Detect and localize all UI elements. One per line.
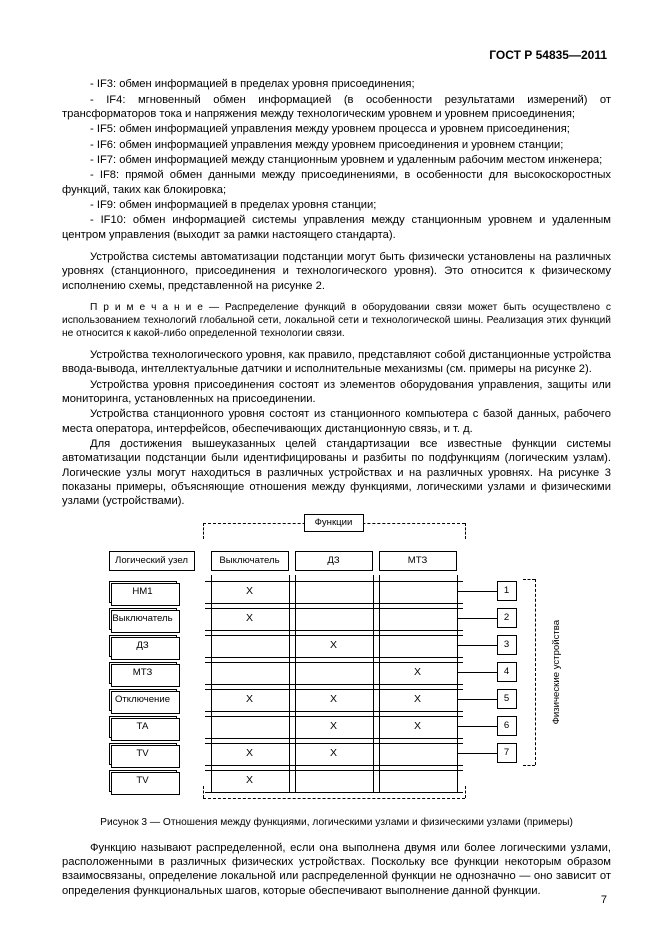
page-number: 7 <box>601 893 607 907</box>
mark-x: X <box>243 772 257 790</box>
mark-x: X <box>327 745 341 763</box>
note-prefix: П р и м е ч а н и е <box>90 302 203 313</box>
row-label: Отключение <box>109 689 177 711</box>
doc-header: ГОСТ Р 54835—2011 <box>62 48 611 63</box>
device-box: 1 <box>497 581 517 601</box>
mark-x: X <box>243 745 257 763</box>
bullet-item: - IF7: обмен информацией между станционн… <box>62 153 611 167</box>
row-label: HМ1 <box>109 581 177 603</box>
func-label: Функции <box>304 514 364 532</box>
row-label: ДЗ <box>109 635 177 657</box>
note: П р и м е ч а н и е — Распределение функ… <box>62 301 611 340</box>
paragraph: Устройства станционного уровня состоят и… <box>62 407 611 436</box>
paragraph: Устройства системы автоматизации подстан… <box>62 250 611 293</box>
bullet-item: - IF6: обмен информацией управления межд… <box>62 138 611 152</box>
mark-x: X <box>411 691 425 709</box>
bullet-item: - IF4: мгновенный обмен информацией (в о… <box>62 93 611 122</box>
paragraph: Устройства уровня присоединения состоят … <box>62 378 611 407</box>
col-header: МТЗ <box>379 551 457 571</box>
paragraph: Устройства технологического уровня, как … <box>62 348 611 377</box>
row-label: ТV <box>109 770 177 792</box>
mark-x: X <box>411 664 425 682</box>
row-header-label: Логический узел <box>109 551 195 571</box>
row-label: ТА <box>109 716 177 738</box>
row-label: ТV <box>109 743 177 765</box>
mark-x: X <box>243 583 257 601</box>
bullet-list: - IF3: обмен информацией в пределах уров… <box>62 77 611 242</box>
device-box: 4 <box>497 662 517 682</box>
row-label: Выключатель <box>109 608 177 630</box>
mark-x: X <box>243 610 257 628</box>
mark-x: X <box>327 691 341 709</box>
mark-x: X <box>411 718 425 736</box>
mark-x: X <box>243 691 257 709</box>
col-header: Выключатель <box>211 551 289 571</box>
device-box: 5 <box>497 689 517 709</box>
figure: ФункцииЛогический узелВыключательДЗМТЗHМ… <box>101 521 573 806</box>
bullet-item: - IF8: прямой обмен данными между присое… <box>62 168 611 197</box>
paragraph: Для достижения вышеуказанных целей станд… <box>62 437 611 509</box>
figure-caption: Рисунок 3 — Отношения между функциями, л… <box>62 816 611 829</box>
bullet-item: - IF9: обмен информацией в пределах уров… <box>62 198 611 212</box>
device-box: 6 <box>497 716 517 736</box>
mark-x: X <box>327 637 341 655</box>
device-box: 7 <box>497 743 517 763</box>
col-header: ДЗ <box>295 551 373 571</box>
bullet-item: - IF3: обмен информацией в пределах уров… <box>62 77 611 91</box>
bullet-item: - IF5: обмен информацией управления межд… <box>62 122 611 136</box>
device-box: 3 <box>497 635 517 655</box>
side-label: Физические устройства <box>550 612 562 732</box>
paragraph: Функцию называют распределенной, если он… <box>62 841 611 898</box>
row-label: МТЗ <box>109 662 177 684</box>
device-box: 2 <box>497 608 517 628</box>
bullet-item: - IF10: обмен информацией системы управл… <box>62 213 611 242</box>
mark-x: X <box>327 718 341 736</box>
